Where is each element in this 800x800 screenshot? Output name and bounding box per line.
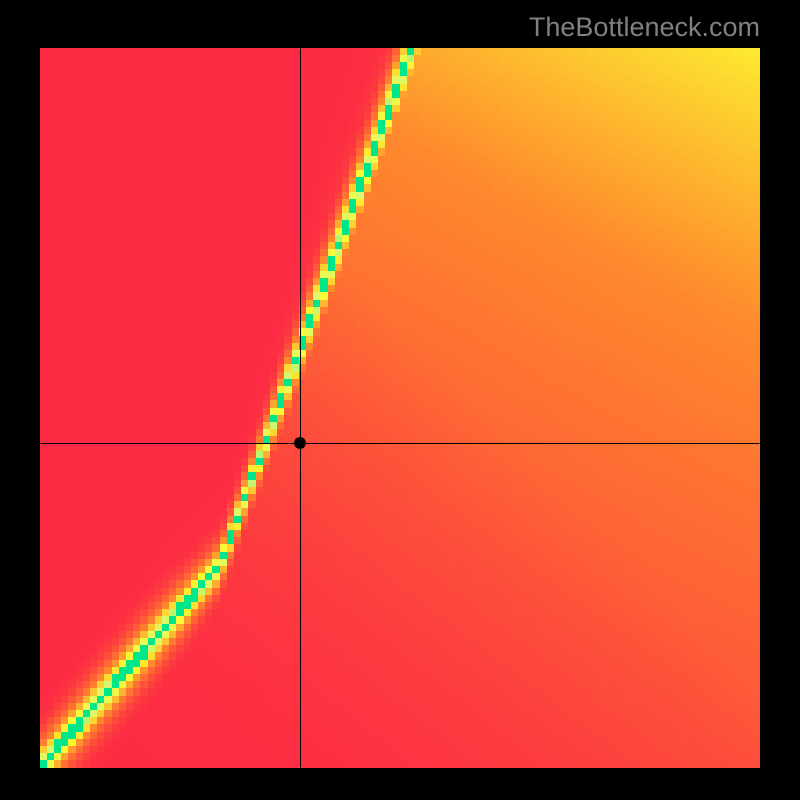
watermark-label: TheBottleneck.com: [529, 12, 760, 43]
heatmap-canvas: [40, 48, 760, 768]
chart-frame: TheBottleneck.com: [0, 0, 800, 800]
